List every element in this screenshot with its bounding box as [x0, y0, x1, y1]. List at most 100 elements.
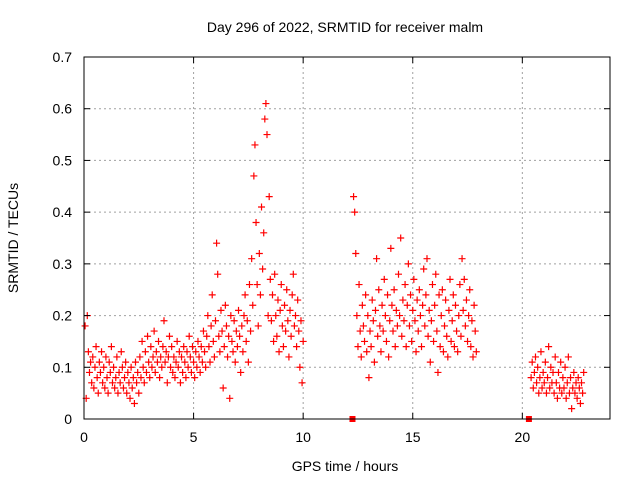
- data-point: [153, 348, 160, 355]
- data-point: [408, 338, 415, 345]
- data-point: [225, 333, 232, 340]
- data-point: [217, 307, 224, 314]
- data-point: [385, 353, 392, 360]
- data-point: [579, 390, 586, 397]
- data-point: [418, 343, 425, 350]
- data-point: [448, 338, 455, 345]
- data-point: [274, 297, 281, 304]
- data-point: [381, 276, 388, 283]
- data-point: [425, 333, 432, 340]
- data-point: [150, 353, 157, 360]
- data-point: [200, 328, 207, 335]
- data-point: [139, 338, 146, 345]
- data-point: [222, 302, 229, 309]
- data-point: [113, 353, 120, 360]
- data-point: [544, 374, 551, 381]
- data-point: [365, 374, 372, 381]
- data-point: [415, 328, 422, 335]
- data-point: [559, 374, 566, 381]
- data-point: [443, 333, 450, 340]
- data-point: [254, 281, 261, 288]
- data-point: [140, 364, 147, 371]
- data-point: [199, 359, 206, 366]
- data-point: [372, 307, 379, 314]
- data-point: [117, 379, 124, 386]
- data-point: [383, 338, 390, 345]
- data-point: [189, 343, 196, 350]
- data-point: [413, 348, 420, 355]
- data-point: [251, 141, 258, 148]
- data-point: [98, 348, 105, 355]
- data-point: [543, 390, 550, 397]
- data-point: [287, 307, 294, 314]
- data-point: [293, 343, 300, 350]
- data-point: [97, 369, 104, 376]
- data-point: [417, 312, 424, 319]
- data-point: [216, 348, 223, 355]
- scatter-chart: Day 296 of 2022, SRMTID for receiver mal…: [0, 0, 640, 480]
- data-point: [118, 348, 125, 355]
- data-point: [363, 348, 370, 355]
- data-point: [112, 374, 119, 381]
- data-point: [128, 364, 135, 371]
- data-point: [431, 302, 438, 309]
- y-tick-label: 0.1: [53, 359, 73, 375]
- data-point: [91, 364, 98, 371]
- data-point: [379, 302, 386, 309]
- data-point: [210, 338, 217, 345]
- data-point: [154, 359, 161, 366]
- data-point: [270, 338, 277, 345]
- data-point: [294, 297, 301, 304]
- data-point: [194, 338, 201, 345]
- data-point: [186, 333, 193, 340]
- data-point: [131, 400, 138, 407]
- data-point: [204, 312, 211, 319]
- data-point: [534, 364, 541, 371]
- data-point: [130, 374, 137, 381]
- y-axis-label: SRMTID / TECUs: [5, 183, 21, 293]
- data-point: [96, 359, 103, 366]
- data-point: [403, 343, 410, 350]
- data-point: [219, 328, 226, 335]
- data-point: [421, 322, 428, 329]
- data-point: [234, 343, 241, 350]
- data-point: [250, 172, 257, 179]
- data-point: [277, 307, 284, 314]
- data-point: [188, 369, 195, 376]
- data-point: [266, 193, 273, 200]
- data-point: [249, 302, 256, 309]
- data-point: [386, 317, 393, 324]
- data-point: [406, 322, 413, 329]
- data-point: [125, 379, 132, 386]
- data-point: [530, 384, 537, 391]
- data-point: [567, 374, 574, 381]
- data-point: [135, 390, 142, 397]
- data-point: [423, 255, 430, 262]
- data-point: [542, 359, 549, 366]
- data-point: [284, 317, 291, 324]
- data-point: [390, 328, 397, 335]
- data-point: [442, 297, 449, 304]
- data-point: [282, 328, 289, 335]
- data-point: [552, 353, 559, 360]
- data-point: [531, 369, 538, 376]
- x-tick-label: 10: [295, 429, 311, 445]
- data-point: [376, 322, 383, 329]
- y-tick-label: 0.7: [53, 49, 73, 65]
- data-point: [262, 100, 269, 107]
- data-point: [391, 286, 398, 293]
- data-point: [160, 317, 167, 324]
- data-point: [410, 276, 417, 283]
- data-point: [255, 322, 262, 329]
- data-point: [429, 281, 436, 288]
- data-point: [246, 281, 253, 288]
- grid-lines: [84, 57, 610, 419]
- data-point: [369, 297, 376, 304]
- data-point: [464, 338, 471, 345]
- data-point: [271, 271, 278, 278]
- data-point: [158, 364, 165, 371]
- data-point: [193, 364, 200, 371]
- data-point: [462, 322, 469, 329]
- data-point: [280, 343, 287, 350]
- data-point: [438, 312, 445, 319]
